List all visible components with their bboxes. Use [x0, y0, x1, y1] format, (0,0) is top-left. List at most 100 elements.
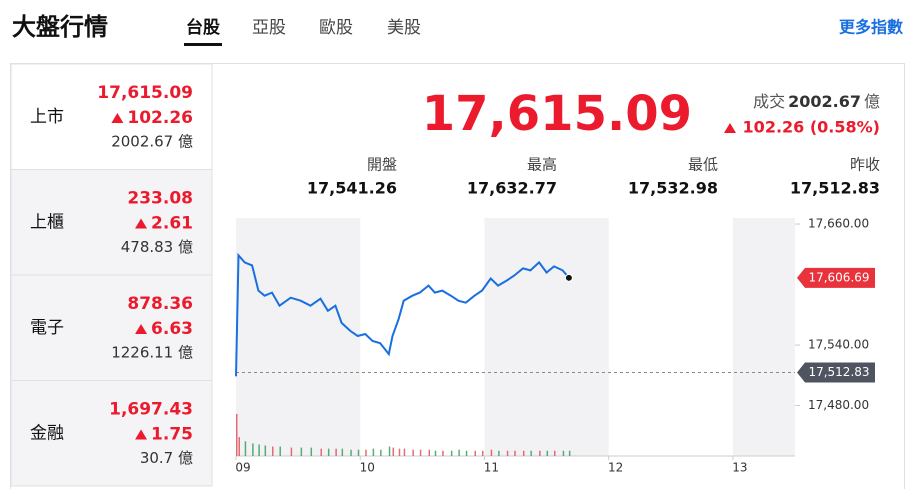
market-change: 102.26 — [127, 108, 193, 128]
volume-bar — [335, 448, 337, 456]
turnover-value: 2002.67 — [788, 92, 861, 111]
x-tick-label: 11 — [484, 461, 499, 475]
volume-bar — [481, 450, 484, 456]
volume-bar — [403, 448, 406, 456]
volume-bar — [279, 446, 281, 456]
sidebar: 上市 17,615.09 102.26 2002.67 億上櫃 233.08 2.61 47… — [10, 63, 213, 487]
volume-bar — [498, 450, 500, 456]
market-volume: 2002.67 億 — [111, 133, 193, 151]
volume-bar — [264, 445, 267, 456]
prev-close-tag — [797, 362, 875, 383]
y-tick-label: 17,660.00 — [808, 217, 869, 231]
y-tick-label: 17,540.00 — [808, 338, 869, 352]
market-name: 金融 — [30, 424, 64, 444]
chart: 09 10 11 12 13 17,660.00 17,540.00 17,480.00 17,… — [235, 217, 875, 475]
y-tick-label: 17,480.00 — [808, 398, 869, 412]
volume-bar — [310, 447, 313, 456]
volume-bar — [514, 450, 516, 456]
market-volume: 1226.11 億 — [111, 344, 193, 362]
volume-bar — [450, 450, 453, 456]
market-price: 1,697.43 — [109, 400, 193, 420]
volume-bar — [236, 414, 238, 456]
stat-label: 最高 — [527, 156, 557, 174]
volume-bar — [546, 450, 549, 456]
volume-bar — [365, 449, 367, 456]
turnover-unit: 億 — [864, 92, 880, 111]
volume-bar — [327, 448, 330, 456]
volume-bar — [568, 450, 571, 456]
volume-bar — [522, 450, 525, 456]
price-line — [235, 252, 570, 377]
tab[interactable]: 美股 — [387, 18, 421, 38]
volume-bar — [372, 448, 375, 456]
x-tick-label: 13 — [732, 461, 747, 475]
volume-bar — [238, 437, 240, 456]
market-price: 878.36 — [127, 294, 193, 314]
tab[interactable]: 台股 — [186, 17, 220, 38]
volume-bar — [539, 450, 541, 456]
market-change: 2.61 — [151, 214, 193, 234]
stat-value: 17,541.26 — [307, 179, 397, 198]
volume-bar — [341, 448, 344, 456]
volume-bar — [252, 443, 254, 456]
big-price: 17,615.09 — [422, 86, 692, 142]
stat-label: 開盤 — [367, 156, 397, 174]
hour-band — [484, 218, 609, 456]
volume-bar — [388, 446, 391, 456]
market-item[interactable] — [10, 63, 213, 170]
volume-bar — [428, 449, 431, 456]
stat-value: 17,512.83 — [790, 179, 880, 198]
up-icon — [724, 123, 736, 133]
turnover-label: 成交 — [753, 92, 785, 111]
volume-bar — [380, 449, 382, 456]
market-volume: 478.83 億 — [121, 238, 193, 256]
hour-band — [732, 218, 795, 456]
market-price: 233.08 — [127, 189, 193, 209]
volume-bar — [506, 450, 509, 456]
volume-bar — [434, 450, 437, 456]
turnover: 成交 2002.67 億 — [753, 92, 880, 111]
stat-label: 昨收 — [850, 156, 880, 174]
volume-bar — [458, 449, 460, 456]
x-tick-label: 09 — [235, 461, 250, 475]
market-price: 17,615.09 — [97, 83, 193, 103]
market-item[interactable] — [10, 274, 213, 381]
last-price-label: 17,606.69 — [808, 270, 869, 284]
x-tick-label: 12 — [608, 461, 623, 475]
volume-bar — [412, 449, 414, 456]
volume-bar — [272, 446, 274, 456]
volume-bar — [392, 447, 395, 456]
more-link[interactable]: 更多指數 — [839, 18, 903, 37]
volume-bar — [258, 444, 260, 456]
volume-bar — [244, 441, 247, 456]
market-name: 上櫃 — [30, 213, 64, 233]
stats: 開盤 17,541.26 最高 17,632.77 最低 17,532.98 昨收 17,51… — [307, 156, 880, 198]
volume-bar — [290, 447, 293, 456]
volume-bar — [300, 447, 303, 456]
tab[interactable]: 亞股 — [252, 18, 286, 38]
volume-bar — [419, 449, 422, 456]
stat-value: 17,532.98 — [628, 179, 718, 198]
tab-underline — [184, 43, 222, 46]
stat-value: 17,632.77 — [467, 179, 557, 198]
volume-bar — [357, 449, 360, 456]
volume-bar — [530, 450, 532, 456]
volume-bar — [474, 450, 477, 456]
volume-bar — [442, 450, 444, 456]
tab[interactable]: 歐股 — [319, 18, 353, 38]
market-name: 電子 — [30, 318, 64, 338]
hour-band — [236, 218, 361, 456]
prev-close-label: 17,512.83 — [808, 365, 869, 379]
market-name: 上市 — [30, 107, 64, 127]
market-volume: 30.7 億 — [140, 449, 193, 467]
volume-bar — [350, 449, 352, 456]
last-price-tag — [797, 267, 875, 288]
x-tick-label: 10 — [360, 461, 375, 475]
market-item[interactable] — [10, 380, 213, 487]
volume-bar — [562, 450, 565, 456]
market-change: 1.75 — [151, 425, 193, 445]
volume-bar — [398, 448, 401, 456]
volume-bar — [490, 449, 493, 456]
